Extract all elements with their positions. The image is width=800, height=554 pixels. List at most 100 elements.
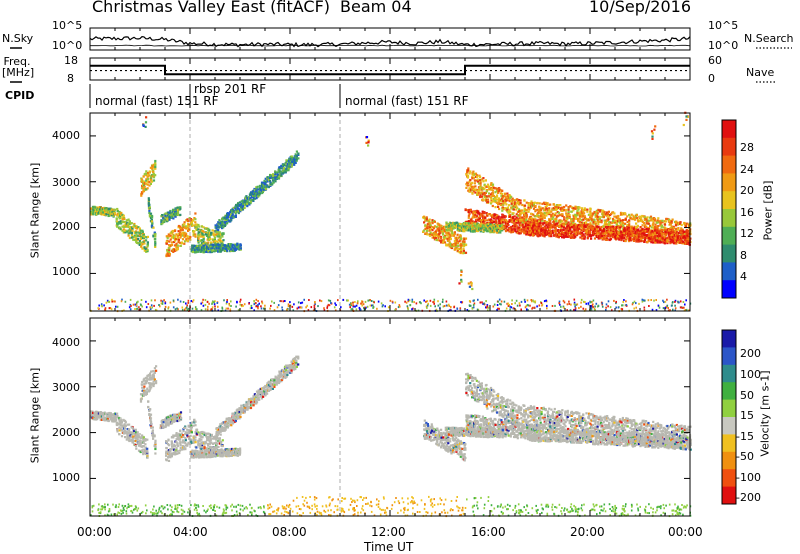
power-cell — [612, 221, 615, 224]
power-cell — [450, 230, 453, 233]
power-cell — [217, 250, 220, 253]
power-cell — [168, 250, 171, 253]
power-cell — [671, 227, 674, 230]
power-cell — [515, 224, 518, 227]
power-cell — [665, 217, 668, 220]
power-cell — [501, 219, 504, 222]
power-cell — [149, 166, 152, 169]
power-cell — [562, 226, 565, 229]
power-cell — [475, 218, 479, 221]
power-cell — [479, 194, 482, 197]
power-cell — [578, 217, 581, 220]
power-cell — [240, 200, 243, 203]
power-cell — [240, 209, 243, 212]
power-cell — [567, 210, 570, 213]
power-cell — [492, 220, 496, 223]
power-cell — [244, 197, 247, 200]
power-cell — [443, 228, 446, 231]
power-cell — [451, 232, 454, 235]
power-cell — [657, 224, 660, 228]
power-cell — [468, 187, 471, 190]
power-cell — [633, 225, 636, 228]
power-cell — [216, 230, 219, 233]
power-cell — [179, 232, 182, 235]
power-cell — [244, 204, 247, 207]
power-cell — [521, 221, 524, 224]
power-cell — [145, 172, 148, 175]
power-cell — [675, 220, 678, 223]
power-cell — [488, 188, 491, 191]
power-cell — [138, 240, 141, 243]
power-cell — [484, 219, 487, 222]
power-cell — [573, 225, 576, 228]
power-cell — [137, 234, 140, 237]
power-cell — [232, 206, 235, 209]
power-cell — [431, 222, 434, 225]
power-cell — [512, 212, 515, 215]
power-cell — [148, 215, 151, 218]
power-cell — [607, 214, 610, 217]
power-cell — [449, 244, 452, 247]
power-cell — [197, 228, 200, 231]
power-cell — [633, 218, 636, 221]
power-cell — [630, 213, 633, 216]
power-cell — [500, 195, 503, 198]
power-cell — [215, 243, 218, 247]
power-cell — [645, 225, 648, 228]
power-cell — [206, 245, 209, 248]
power-cell — [424, 219, 427, 222]
power-cell — [632, 228, 635, 231]
power-cell — [622, 224, 625, 227]
power-cell — [227, 214, 230, 217]
power-cell — [555, 217, 558, 220]
power-cell — [498, 187, 501, 190]
power-cell — [670, 233, 673, 237]
power-cell — [154, 245, 157, 248]
power-cell — [468, 221, 471, 224]
power-cell — [220, 247, 223, 250]
power-cell — [205, 232, 209, 236]
power-cell — [668, 218, 671, 221]
power-cell — [541, 202, 544, 205]
power-cell — [669, 226, 672, 229]
power-cell — [561, 220, 564, 223]
power-cell — [474, 214, 477, 217]
power-cell — [246, 205, 249, 208]
power-cell — [528, 204, 531, 207]
power-cell — [122, 214, 125, 217]
power-cell — [597, 215, 600, 218]
power-cell — [656, 219, 659, 222]
power-cell — [297, 153, 300, 156]
power-cell — [193, 230, 196, 233]
power-cell — [208, 229, 211, 232]
power-cell — [90, 207, 93, 210]
power-cell — [491, 192, 495, 195]
power-cell — [621, 222, 625, 225]
power-cell — [538, 209, 541, 212]
power-cell — [238, 248, 241, 251]
power-cell — [135, 226, 138, 229]
power-cell — [653, 217, 657, 220]
power-cell — [154, 233, 157, 236]
power-cell — [663, 228, 667, 231]
power-cell — [227, 215, 230, 218]
power-cell — [234, 243, 238, 246]
power-cell — [612, 219, 615, 223]
power-cell — [462, 249, 465, 252]
power-cell — [550, 214, 553, 217]
power-cell — [616, 221, 619, 224]
power-cell — [105, 207, 108, 210]
power-cell — [179, 231, 182, 234]
power-cell — [293, 163, 296, 166]
power-cell — [222, 246, 225, 250]
power-cell — [463, 251, 466, 255]
power-cell — [236, 247, 239, 250]
power-cell — [147, 198, 151, 202]
power-cell — [239, 243, 242, 246]
power-cell — [221, 222, 224, 225]
power-cell — [456, 249, 459, 252]
power-cell — [474, 188, 478, 191]
power-cell — [165, 240, 168, 243]
power-cell — [280, 171, 283, 174]
power-cell — [505, 220, 508, 223]
